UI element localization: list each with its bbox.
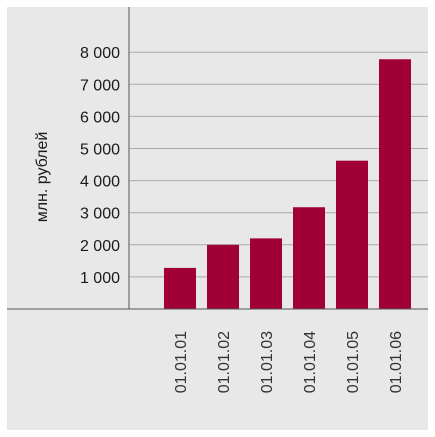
bar — [250, 238, 282, 309]
y-tick-label: 2 000 — [80, 238, 120, 255]
x-tick-label: 01.01.02 — [216, 331, 233, 393]
y-tick-label: 5 000 — [80, 142, 120, 159]
y-tick-label: 7 000 — [80, 77, 120, 94]
x-tick-label: 01.01.05 — [345, 331, 362, 393]
x-tick-label: 01.01.01 — [173, 331, 190, 393]
gridlines — [129, 51, 428, 278]
chart-panel: 1 000 2 000 3 000 4 000 5 000 6 000 7 000 8 000… — [7, 7, 428, 430]
bars — [164, 59, 411, 310]
y-tick-label: 3 000 — [80, 206, 120, 223]
x-tick-labels: 01.01.01 01.01.02 01.01.03 01.01.04 01.01.05… — [173, 331, 405, 393]
x-tick-label: 01.01.06 — [388, 331, 405, 393]
axes — [7, 7, 428, 310]
bar — [336, 160, 368, 309]
y-tick-label: 1 000 — [80, 270, 120, 287]
bar — [164, 267, 196, 309]
y-tick-label: 6 000 — [80, 109, 120, 126]
y-axis-title: млн. рублей — [34, 132, 51, 223]
bar — [379, 59, 411, 310]
y-tick-label: 8 000 — [80, 45, 120, 62]
y-tick-label: 4 000 — [80, 174, 120, 191]
y-tick-labels: 1 000 2 000 3 000 4 000 5 000 6 000 7 000 8 000 — [80, 45, 120, 287]
bar — [207, 244, 239, 309]
bar-chart: 1 000 2 000 3 000 4 000 5 000 6 000 7 000 8 000… — [7, 7, 428, 393]
x-tick-label: 01.01.04 — [302, 331, 319, 393]
bar — [293, 207, 325, 309]
x-tick-label: 01.01.03 — [259, 331, 276, 393]
